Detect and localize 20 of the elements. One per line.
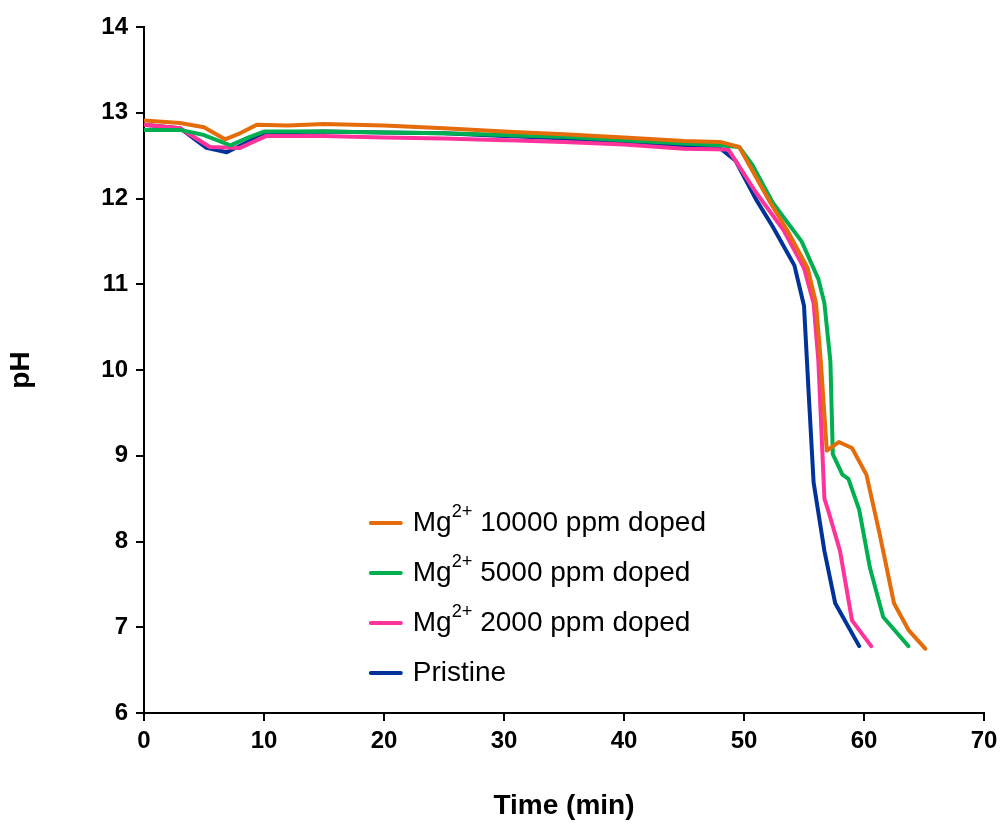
y-tick-label: 7 <box>114 611 128 639</box>
x-tick-label: 50 <box>730 726 758 754</box>
y-axis-title: pH <box>3 351 35 389</box>
x-tick-label: 30 <box>490 726 518 754</box>
y-tick-label: 14 <box>101 11 129 39</box>
x-tick-label: 10 <box>250 726 278 754</box>
x-tick-label: 20 <box>370 726 398 754</box>
y-tick-label: 13 <box>101 97 128 125</box>
legend-label: Pristine <box>412 655 507 687</box>
x-tick-label: 40 <box>610 726 638 754</box>
y-tick-label: 10 <box>101 354 128 382</box>
y-tick-label: 8 <box>114 526 128 554</box>
y-tick-label: 9 <box>114 440 128 468</box>
x-axis-title: Time (min) <box>493 788 635 820</box>
y-tick-label: 12 <box>101 183 128 211</box>
x-tick-label: 0 <box>137 726 151 754</box>
y-tick-label: 6 <box>114 697 128 725</box>
x-tick-label: 60 <box>850 726 878 754</box>
y-tick-label: 11 <box>102 268 128 296</box>
x-tick-label: 70 <box>970 726 998 754</box>
